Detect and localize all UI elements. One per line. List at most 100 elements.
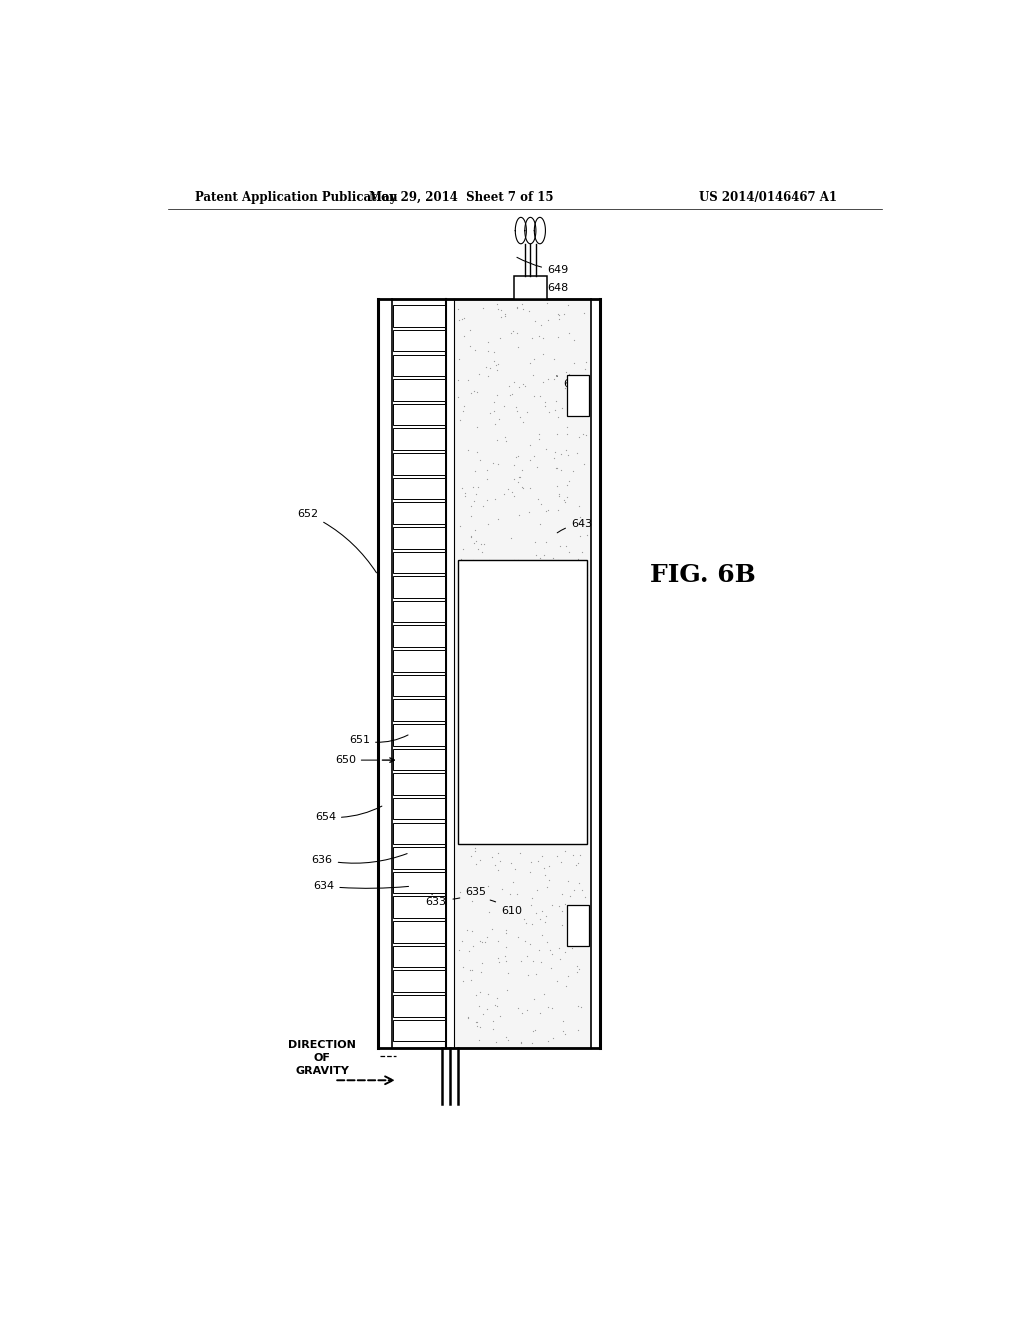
Point [525,653,542,675]
Point [500,1030,516,1051]
Point [499,979,515,1001]
Point [542,791,558,812]
Point [455,401,471,422]
Point [485,788,502,809]
Point [511,581,527,602]
Point [541,310,557,331]
Text: 635: 635 [453,887,486,899]
Point [511,466,527,487]
Bar [393,995,445,1016]
Point [546,368,562,389]
Point [469,822,485,843]
Point [571,689,588,710]
Point [473,533,489,554]
Point [553,444,569,465]
Point [506,549,522,570]
Point [559,487,575,508]
Point [480,341,497,362]
Text: 652: 652 [297,510,377,573]
Point [526,649,543,671]
Point [525,651,542,672]
Point [534,713,550,734]
Point [527,903,544,924]
Point [464,920,480,941]
Bar [393,1019,445,1041]
Bar [393,453,445,475]
Point [480,902,497,923]
Point [504,384,520,405]
Point [490,842,507,863]
Point [453,591,469,612]
Point [507,825,523,846]
Point [540,1030,556,1051]
Point [480,331,497,352]
Point [515,731,531,752]
Point [552,536,568,557]
Point [469,416,485,437]
Point [525,348,542,370]
Point [458,752,474,774]
Point [501,478,517,499]
Point [521,450,538,471]
Point [579,912,595,933]
Point [579,565,595,586]
Point [470,718,486,739]
Bar [393,847,445,869]
Point [553,809,569,830]
Point [503,853,519,874]
Text: 610: 610 [490,900,522,916]
Point [563,742,580,763]
Point [561,470,578,491]
Point [510,997,526,1018]
Point [573,663,590,684]
Point [531,940,548,961]
Point [551,305,567,326]
Point [571,958,588,979]
Point [467,854,483,875]
Point [545,813,561,834]
Point [578,351,594,372]
Point [549,970,565,991]
Point [525,710,542,731]
Point [459,919,475,940]
Point [466,533,482,554]
Point [530,325,547,346]
Bar [458,560,587,845]
Point [489,429,506,450]
Bar [393,822,445,843]
Point [569,1019,586,1040]
Point [465,711,481,733]
Point [537,395,553,416]
Point [468,725,484,746]
Point [505,630,521,651]
Point [478,459,495,480]
Point [551,895,567,916]
Point [525,760,542,781]
Point [460,1007,476,1028]
Point [560,294,577,315]
Point [488,570,505,591]
Point [452,722,468,743]
Point [496,671,512,692]
Point [526,727,543,748]
Point [465,797,481,818]
Point [515,737,531,758]
Point [540,499,556,520]
Point [523,887,540,908]
Point [493,622,509,643]
Point [474,932,490,953]
Point [467,814,483,836]
Point [467,339,483,360]
Point [497,945,513,966]
Point [531,546,548,568]
Point [532,647,549,668]
Point [515,478,531,499]
Point [558,360,574,381]
Point [472,738,488,759]
Point [535,846,551,867]
Point [489,453,506,474]
Point [550,304,566,325]
Point [531,424,548,445]
Point [557,941,573,962]
Point [509,549,525,570]
